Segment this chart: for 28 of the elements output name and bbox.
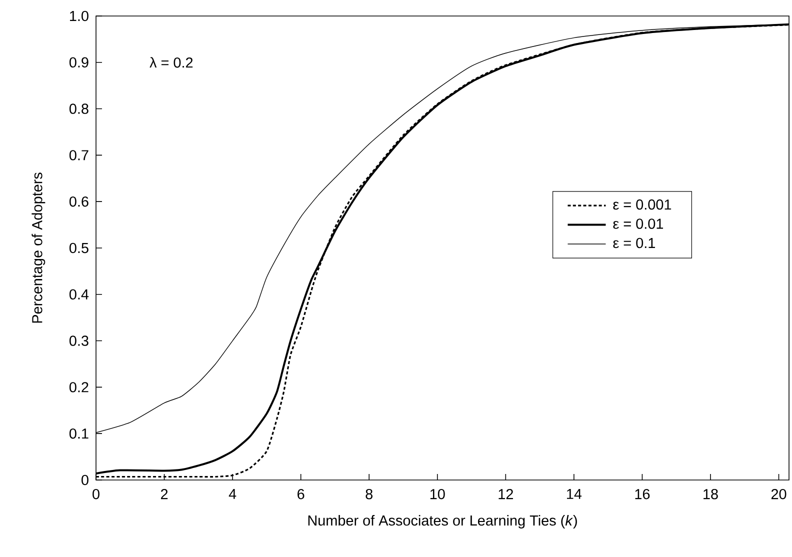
x-tick-label: 12 (498, 488, 513, 500)
x-tick-label: 14 (567, 488, 582, 499)
y-tick-label: 1.0 (70, 10, 88, 22)
y-tick-label: 0.7 (69, 150, 88, 160)
y-tick-label: 0.9 (69, 57, 88, 68)
y-axis-title: Percentage of Adopters (32, 172, 46, 323)
x-tick-label: 2 (161, 488, 168, 500)
x-tick-label: 0 (92, 488, 100, 500)
x-tick-label: 10 (430, 488, 445, 500)
y-tick-label: 0 (82, 474, 88, 486)
y-tick-label: 0.8 (69, 104, 88, 114)
y-tick-label: 0.5 (69, 242, 88, 254)
y-tick-label: 0.4 (69, 289, 89, 300)
y-tick-label: 0.1 (69, 428, 88, 439)
annotation: λ = 0.2 (150, 57, 193, 68)
legend-label: ε = 0.01 (613, 218, 664, 229)
x-tick-label: 16 (635, 488, 650, 500)
y-tick-label: 0.6 (69, 196, 88, 207)
y-tick-label: 0.3 (69, 336, 88, 346)
x-tick-label: 18 (704, 488, 718, 500)
x-tick-label: 6 (298, 488, 304, 500)
y-tick-label: 0.2 (69, 382, 88, 392)
legend-label: ε = 0.001 (613, 199, 672, 210)
x-tick-label: 4 (228, 488, 236, 499)
legend-label: ε = 0.1 (613, 238, 655, 248)
x-tick-label: 20 (771, 488, 786, 500)
x-tick-label: 8 (366, 488, 372, 500)
x-axis-title: Number of Associates or Learning Ties (k) (308, 515, 577, 528)
